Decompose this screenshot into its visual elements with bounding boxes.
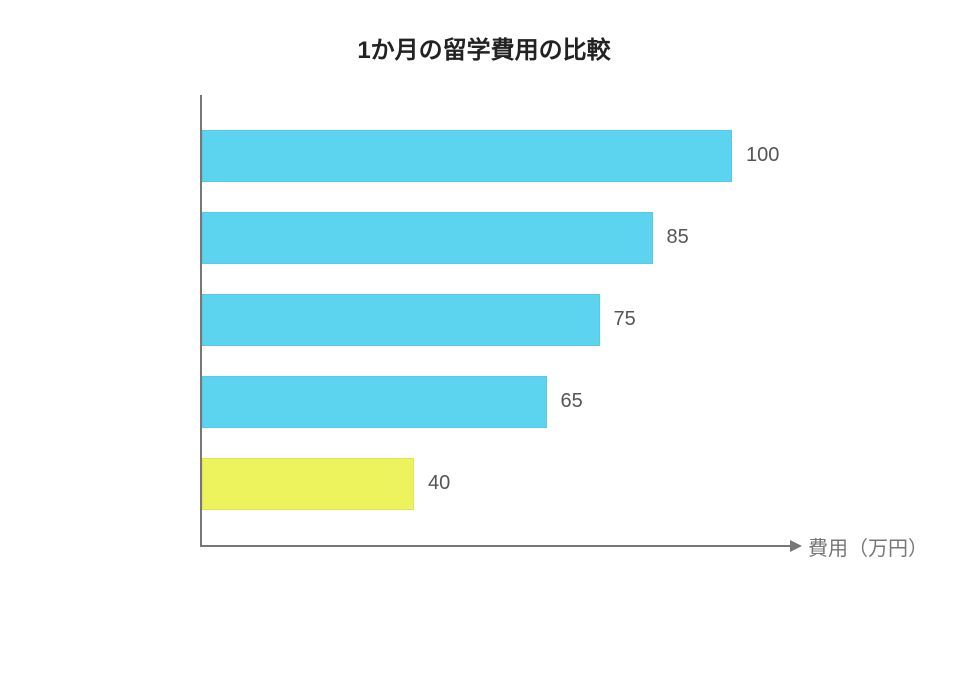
bar-value-label: 40 — [428, 472, 450, 495]
chart-title: 1か月の留学費用の比較 — [0, 30, 968, 65]
x-axis-arrow-icon — [790, 540, 802, 552]
x-axis-label: 費用（万円） — [808, 532, 928, 561]
bar-rect — [202, 130, 732, 182]
bar-rect — [202, 458, 414, 510]
cost-comparison-chart: 1か月の留学費用の比較 費用（万円） アメリカ100イギリス85カナダ75オース… — [0, 0, 968, 699]
bar-value-label: 75 — [614, 308, 636, 331]
x-axis-line — [200, 545, 790, 547]
bar-value-label: 85 — [667, 226, 689, 249]
bar-rect — [202, 376, 547, 428]
bar-value-label: 65 — [561, 390, 583, 413]
bar-rect — [202, 212, 653, 264]
bar-rect — [202, 294, 600, 346]
bar-value-label: 100 — [746, 144, 779, 167]
